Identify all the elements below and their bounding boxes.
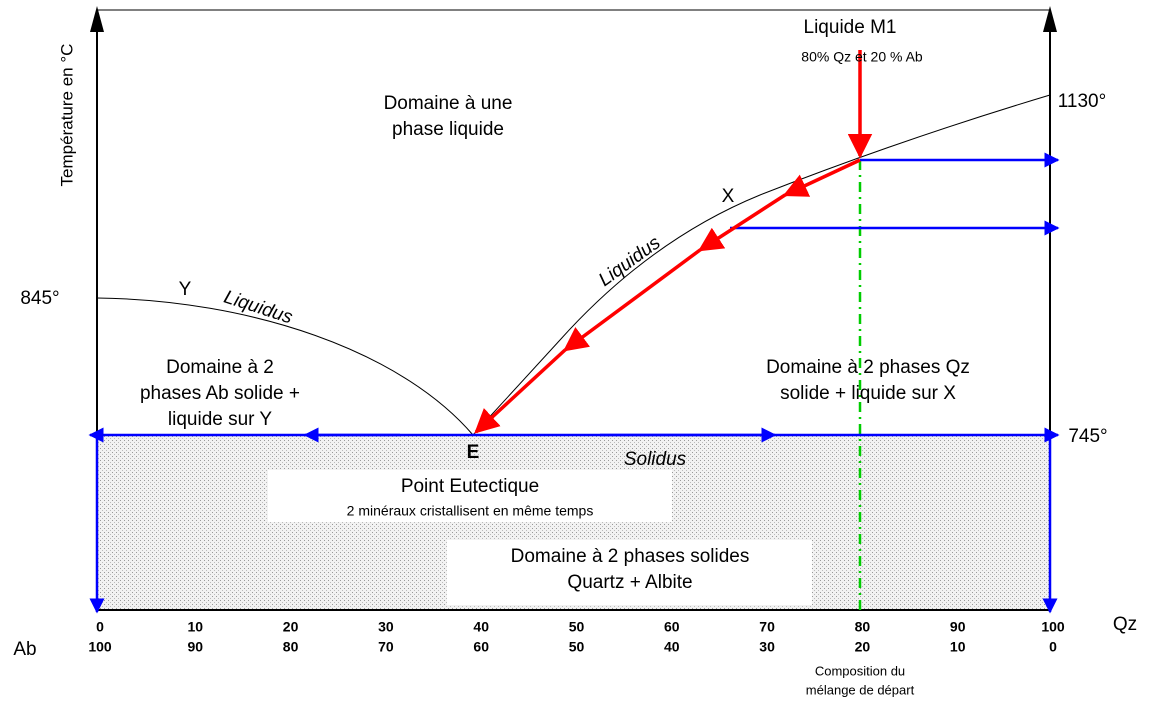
note: mélange de départ — [806, 682, 915, 697]
tick-label: 70 — [378, 639, 394, 655]
tick-label: 0 — [96, 619, 104, 635]
label: solide + liquide sur X — [780, 383, 956, 404]
tick-label: 80 — [283, 639, 299, 655]
temperature: 745° — [1068, 426, 1107, 447]
tick-label: 10 — [188, 619, 204, 635]
label: Y — [179, 279, 192, 300]
label: Liquide M1 — [804, 17, 897, 38]
tick-label: 100 — [88, 639, 112, 655]
tick-label: 90 — [188, 639, 204, 655]
tick-label: 30 — [378, 619, 394, 635]
label: Quartz + Albite — [567, 572, 692, 593]
tick-label: 50 — [569, 639, 585, 655]
tick-label: 40 — [473, 619, 489, 635]
tick-label: 50 — [569, 619, 585, 635]
label: Solidus — [624, 449, 687, 470]
label: E — [467, 442, 480, 463]
blue-arrows — [88, 152, 1060, 614]
solid-box — [447, 540, 812, 605]
eutectic-box — [268, 470, 672, 522]
y-axis-label: Température en °C — [57, 44, 76, 187]
label: X — [722, 186, 735, 207]
label: 2 minéraux cristallisent en même temps — [347, 503, 594, 519]
axis-arrow — [1043, 6, 1057, 32]
axis-label: Ab — [13, 639, 36, 660]
label: phases Ab solide + — [140, 383, 300, 404]
label: Domaine à 2 phases Qz — [766, 357, 970, 378]
tick-label: 20 — [855, 639, 871, 655]
label: phase liquide — [392, 119, 504, 140]
tick-label: 70 — [759, 619, 775, 635]
temperature: 845° — [20, 288, 59, 309]
label: Domaine à 2 — [166, 357, 274, 378]
tick-label: 60 — [664, 619, 680, 635]
label: liquide sur Y — [168, 409, 273, 430]
liquidus-right — [472, 94, 1051, 436]
tick-label: 40 — [664, 639, 680, 655]
label: Domaine à 2 phases solides — [511, 546, 750, 567]
axis-label: Qz — [1113, 614, 1137, 635]
liquidus-left — [96, 297, 474, 436]
label: Domaine à une — [384, 93, 513, 114]
tick-label: 80 — [855, 619, 871, 635]
tick-label: 20 — [283, 619, 299, 635]
label: 80% Qz et 20 % Ab — [801, 49, 923, 65]
tick-label: 10 — [950, 639, 966, 655]
label: Point Eutectique — [401, 476, 539, 497]
tick-label: 30 — [759, 639, 775, 655]
tick-label: 60 — [473, 639, 489, 655]
temperature: 1130° — [1058, 91, 1106, 112]
axis-arrow — [90, 6, 104, 32]
label: Liquidus — [221, 287, 295, 329]
tick-label: 90 — [950, 619, 966, 635]
red-arrows — [474, 50, 873, 434]
tick-label: 0 — [1049, 639, 1057, 655]
tick-label: 100 — [1041, 619, 1065, 635]
note: Composition du — [815, 663, 905, 678]
